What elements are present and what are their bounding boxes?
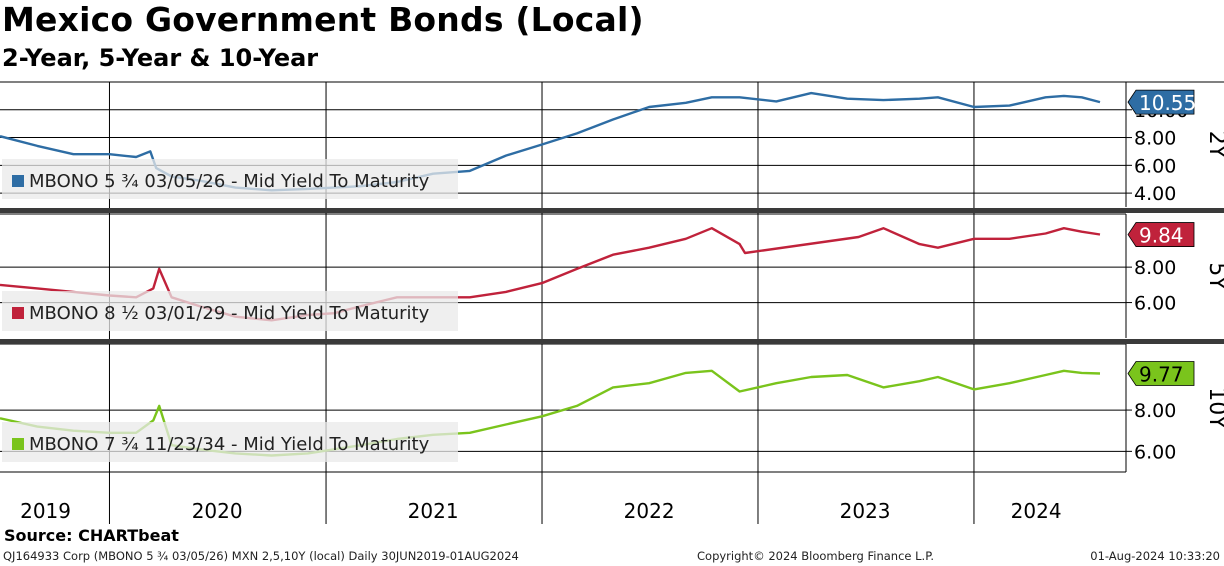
- legend-swatch: [12, 438, 24, 450]
- last-value-tag: 9.84: [1127, 222, 1195, 248]
- last-value-tag: 10.55: [1127, 89, 1196, 115]
- panel-10y: 6.00 8.00 MBONO 7 ¾ 11/23/34 - Mid Yield T…: [0, 343, 1224, 472]
- series-line: [0, 227, 1101, 322]
- source-note: Source: CHARTbeat: [4, 526, 179, 545]
- x-tick-label: 2020: [192, 499, 243, 523]
- y-tick-label: 8.00: [1134, 257, 1176, 279]
- legend-swatch: [12, 175, 24, 187]
- legend-label: MBONO 8 ½ 03/01/29 - Mid Yield To Maturi…: [29, 303, 430, 324]
- last-value-badge: [1127, 361, 1195, 386]
- y-tick-label: 6.00: [1134, 293, 1176, 315]
- last-value-label: 9.84: [1139, 224, 1184, 248]
- x-tick-label: 2019: [20, 499, 71, 523]
- panel-label: 5Y: [1204, 262, 1224, 290]
- y-tick-label: 8.00: [1134, 128, 1176, 150]
- panel-label: 10Y: [1204, 387, 1224, 429]
- legend: MBONO 5 ¾ 03/05/26 - Mid Yield To Maturi…: [2, 159, 458, 199]
- x-tick-label: 2021: [408, 499, 459, 523]
- legend-background: [2, 159, 458, 199]
- security-description: QJ164933 Corp (MBONO 5 ¾ 03/05/26) MXN 2…: [3, 549, 519, 563]
- y-tick-label: 8.00: [1134, 400, 1176, 422]
- x-tick-label: 2022: [624, 499, 675, 523]
- page-subtitle: 2-Year, 5-Year & 10-Year: [2, 44, 319, 72]
- legend-background: [2, 422, 458, 462]
- series-line: [0, 369, 1101, 457]
- panel-5y: 6.00 8.00 MBONO 8 ½ 03/01/29 - Mid Yield T…: [0, 213, 1224, 338]
- legend-swatch: [12, 307, 24, 319]
- legend-background: [2, 291, 458, 331]
- legend-label: MBONO 5 ¾ 03/05/26 - Mid Yield To Maturi…: [29, 171, 430, 192]
- panel-separator: [0, 339, 1224, 344]
- legend: MBONO 7 ¾ 11/23/34 - Mid Yield To Maturi…: [2, 422, 458, 462]
- y-tick-label: 4.00: [1134, 183, 1176, 205]
- panel-separator: [0, 208, 1224, 213]
- page-title: Mexico Government Bonds (Local): [2, 0, 644, 39]
- x-tick-label: 2024: [1011, 499, 1062, 523]
- x-axis: 2019 2020 2021 2022 2023 2024: [0, 471, 1126, 523]
- last-value-tag: 9.77: [1127, 361, 1195, 387]
- legend-label: MBONO 7 ¾ 11/23/34 - Mid Yield To Maturi…: [29, 434, 430, 455]
- timestamp: 01-Aug-2024 10:33:20: [1090, 549, 1220, 563]
- last-value-label: 10.55: [1139, 91, 1196, 115]
- copyright-note: Copyright© 2024 Bloomberg Finance L.P.: [697, 549, 934, 563]
- legend: MBONO 8 ½ 03/01/29 - Mid Yield To Maturi…: [2, 291, 458, 331]
- x-tick-label: 2023: [840, 499, 891, 523]
- last-value-badge: [1127, 222, 1195, 247]
- y-tick-label: 6.00: [1134, 155, 1176, 177]
- last-value-label: 9.77: [1139, 363, 1184, 387]
- last-value-badge: [1127, 89, 1195, 115]
- y-tick-label: 6.00: [1134, 441, 1176, 463]
- panel-label: 2Y: [1204, 131, 1224, 159]
